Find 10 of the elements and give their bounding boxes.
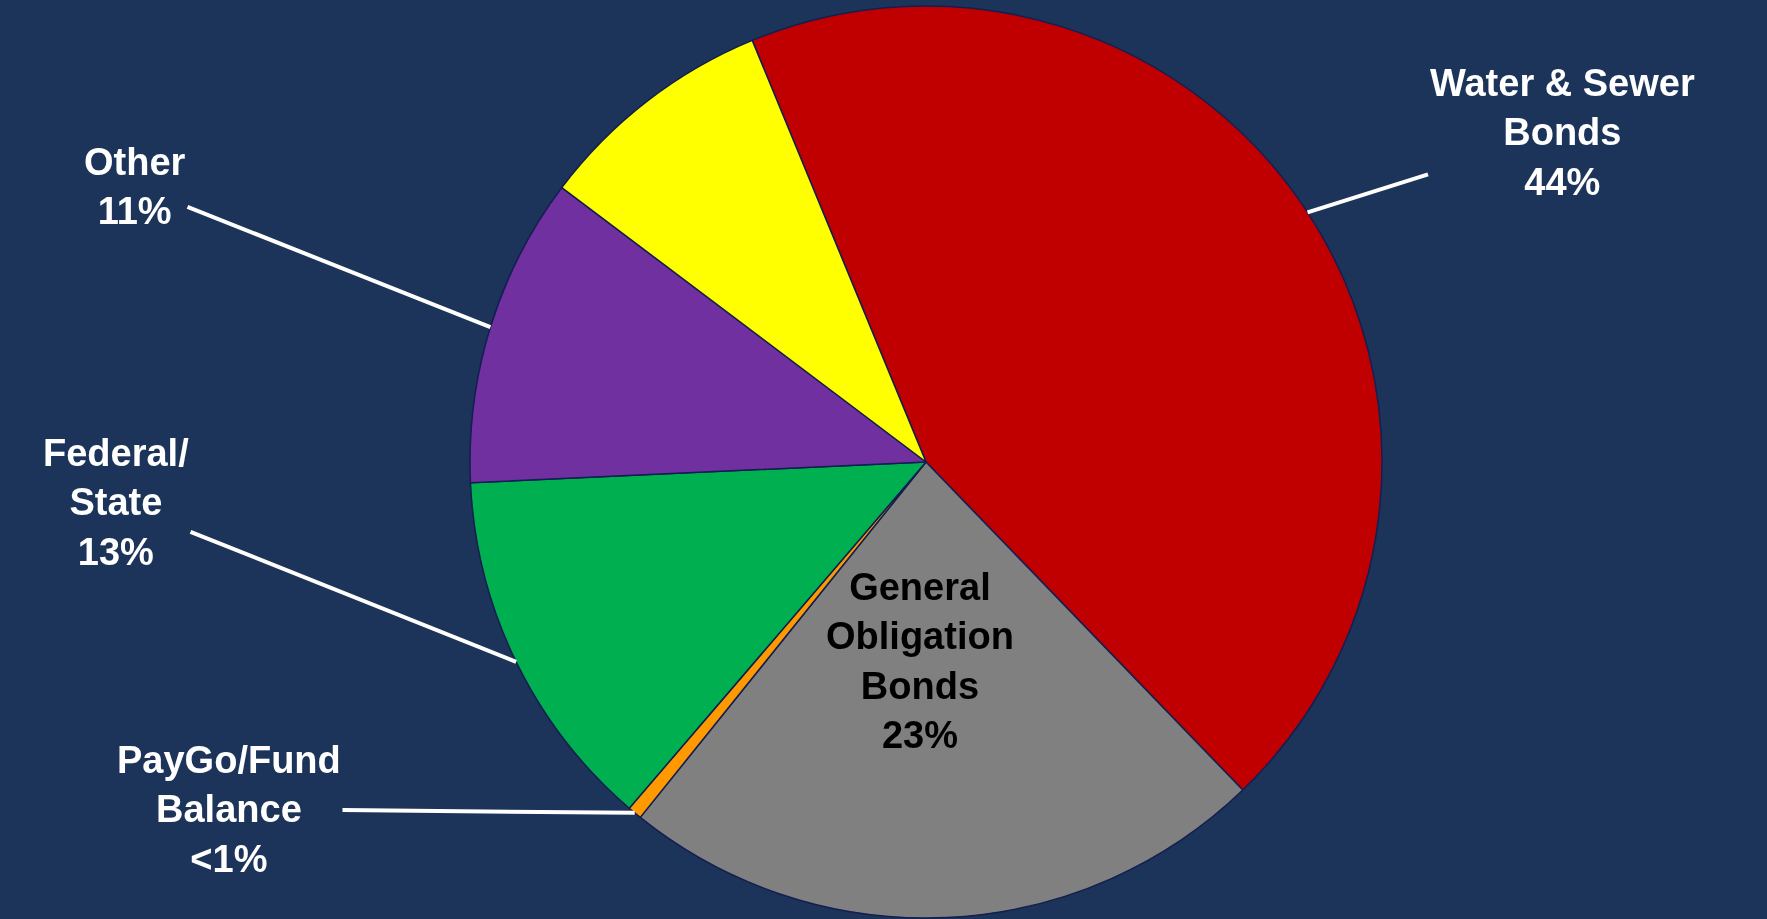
- slice-label: Water & Sewer Bonds: [1430, 62, 1695, 154]
- slice-label: PayGo/Fund Balance: [117, 739, 341, 831]
- data-label: 13%: [77, 530, 154, 573]
- slice-label: Federal/State: [43, 432, 190, 524]
- slice-label: Other: [84, 141, 186, 183]
- slice-label: General Obligation Bonds: [826, 566, 1014, 707]
- data-label: 11%: [97, 190, 172, 233]
- data-label: <1%: [190, 837, 268, 880]
- data-label: 23%: [881, 714, 958, 757]
- data-label: 44%: [1524, 160, 1601, 203]
